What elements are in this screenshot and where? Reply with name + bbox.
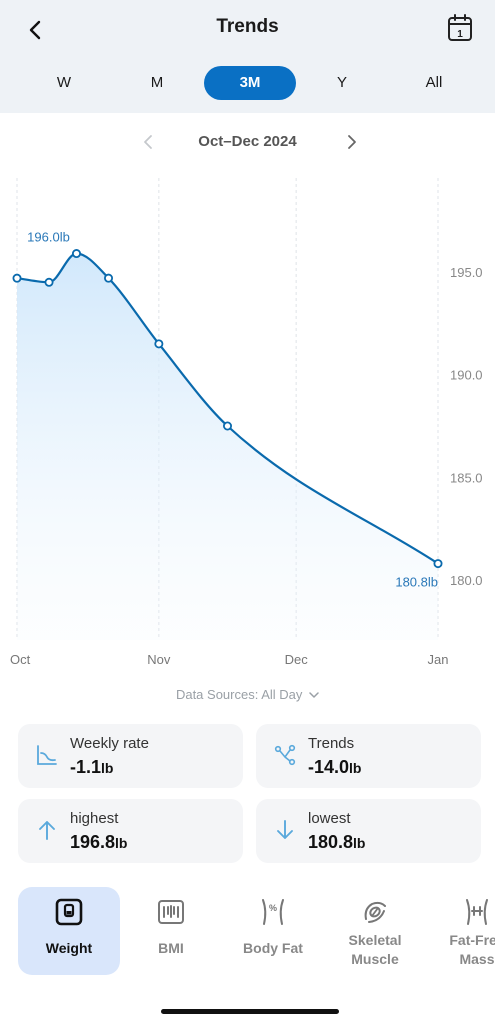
tab-3-month[interactable]: 3M: [204, 66, 296, 100]
data-point[interactable]: [44, 277, 54, 287]
muscle-icon: [364, 901, 386, 923]
data-point[interactable]: [71, 249, 81, 259]
chevron-right-icon[interactable]: [344, 134, 360, 150]
x-tick-label: Dec: [285, 652, 309, 667]
x-tick-label: Nov: [147, 652, 171, 667]
data-point[interactable]: [222, 421, 232, 431]
data-point[interactable]: [104, 273, 114, 283]
tab-year[interactable]: Y: [336, 74, 347, 91]
stat-label: highest: [70, 810, 119, 827]
date-range-selector: Oct–Dec 2024: [0, 128, 495, 156]
nav-label: Fat-Free Mass: [449, 932, 495, 967]
y-tick-label: 180.0: [450, 573, 483, 588]
nav-item-fat-free-mass[interactable]: Fat-Free Mass: [426, 887, 495, 975]
nav-label: BMI: [158, 940, 184, 956]
stat-label: Trends: [308, 735, 355, 752]
header: Trends 1 W M 3M Y All: [0, 0, 495, 113]
stat-label: lowest: [308, 810, 351, 827]
data-point[interactable]: [154, 339, 164, 349]
rate-chart-icon: [37, 745, 57, 765]
nav-item-skeletal-muscle[interactable]: Skeletal Muscle: [324, 887, 426, 975]
arrow-down-icon: [277, 820, 293, 839]
lowest-card[interactable]: lowest 180.8lb: [256, 799, 481, 863]
calendar-icon[interactable]: 1: [447, 14, 473, 42]
y-tick-label: 195.0: [450, 265, 483, 280]
data-label: 180.8lb: [395, 575, 438, 590]
page-title: Trends: [216, 16, 279, 37]
tab-month[interactable]: M: [150, 74, 164, 91]
weekly-rate-card[interactable]: Weekly rate -1.1lb: [18, 724, 243, 788]
stat-value: 196.8lb: [70, 832, 128, 852]
date-range-label: Oct–Dec 2024: [198, 133, 297, 150]
chevron-down-icon: [309, 692, 319, 698]
svg-text:%: %: [269, 903, 277, 913]
fat-free-mass-icon: [466, 899, 488, 925]
bmi-icon: [158, 900, 184, 924]
stat-value: -1.1lb: [70, 757, 114, 777]
stat-value: 180.8lb: [308, 832, 366, 852]
data-sources-label: Data Sources: All Day: [175, 687, 303, 702]
trend-line-icon: [274, 744, 296, 766]
nav-item-weight[interactable]: Weight: [18, 887, 120, 975]
body-fat-icon: %: [262, 899, 284, 925]
data-label: 196.0lb: [27, 230, 70, 245]
period-tabs: W M 3M Y All: [18, 66, 484, 100]
data-point[interactable]: [433, 559, 443, 569]
home-indicator: [161, 1009, 339, 1014]
tab-all[interactable]: All: [425, 74, 443, 91]
data-point[interactable]: [12, 273, 22, 283]
x-tick-label: Jan: [428, 652, 449, 667]
scale-icon: [55, 898, 83, 926]
weight-trend-chart[interactable]: Oct Nov Dec Jan 195.0 190.0 185.0 180.0 196.0l…: [0, 160, 495, 680]
stat-value: -14.0lb: [308, 757, 362, 777]
nav-item-body-fat[interactable]: % Body Fat: [222, 887, 324, 975]
nav-label: Skeletal Muscle: [348, 932, 402, 967]
data-sources-dropdown[interactable]: Data Sources: All Day: [0, 687, 495, 702]
chevron-left-icon[interactable]: [24, 18, 48, 42]
tab-week[interactable]: W: [56, 74, 72, 91]
highest-card[interactable]: highest 196.8lb: [18, 799, 243, 863]
metric-bottom-nav: Weight BMI % Body Fat Skeletal Muscle: [0, 885, 495, 980]
nav-item-bmi[interactable]: BMI: [120, 887, 222, 975]
trends-card[interactable]: Trends -14.0lb: [256, 724, 481, 788]
chart-area-fill: [17, 253, 438, 640]
nav-label: Body Fat: [243, 940, 303, 956]
y-tick-label: 190.0: [450, 368, 483, 383]
nav-label: Weight: [45, 940, 93, 956]
y-tick-label: 185.0: [450, 470, 483, 485]
chevron-left-icon[interactable]: [140, 134, 156, 150]
arrow-up-icon: [39, 821, 55, 840]
stat-label: Weekly rate: [70, 735, 149, 752]
calendar-day-number: 1: [457, 29, 463, 40]
x-tick-label: Oct: [10, 652, 31, 667]
